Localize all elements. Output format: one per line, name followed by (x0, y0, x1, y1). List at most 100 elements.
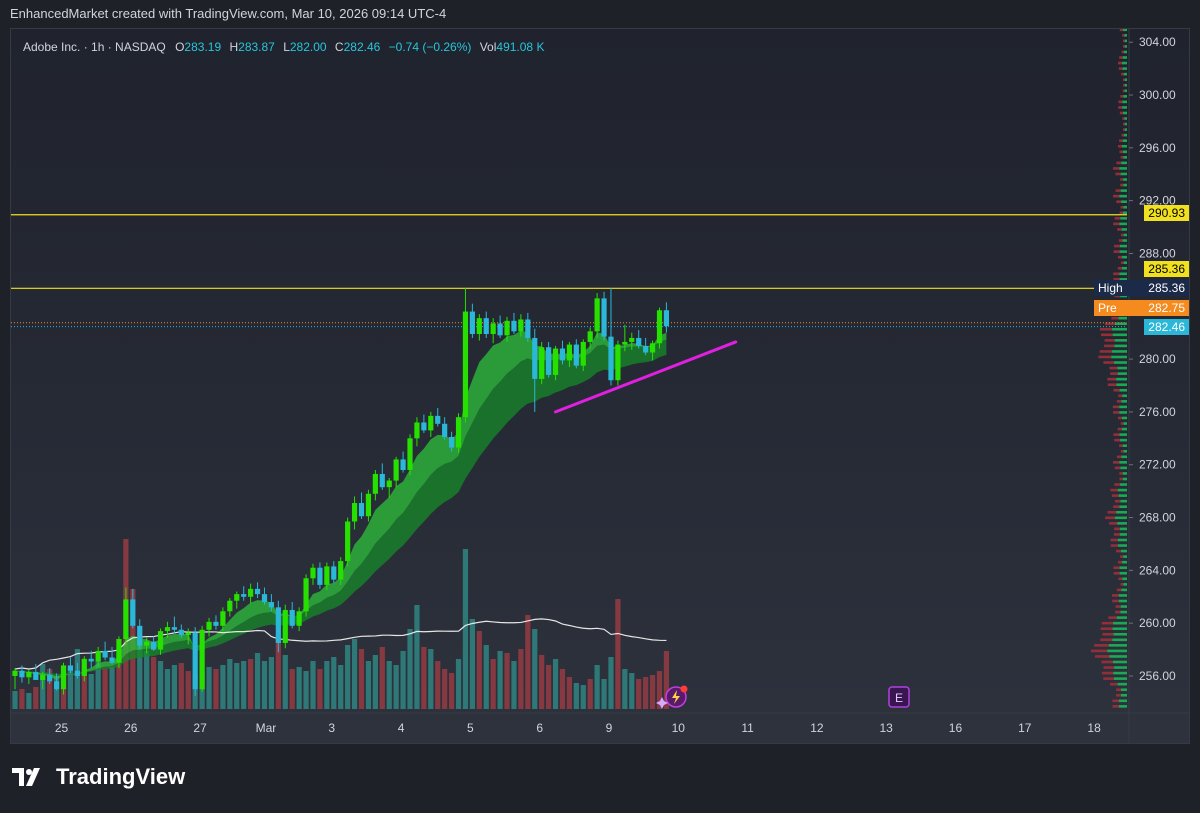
volume-profile-sell (1119, 477, 1123, 481)
volume-bar (324, 661, 330, 709)
candle-body (393, 459, 399, 481)
candle-body (338, 561, 344, 580)
volume-profile-sell (1109, 366, 1118, 370)
volume-profile-buy (1119, 222, 1127, 226)
volume-bar (622, 669, 628, 709)
price-chart[interactable]: 304.00300.00296.00292.00288.00284.00280.… (11, 29, 1190, 744)
tradingview-logo: TradingView (12, 764, 185, 790)
volume-bar (248, 659, 254, 709)
volume-profile-sell (1118, 106, 1123, 109)
volume-profile-buy (1111, 355, 1127, 359)
volume-profile-sell (1110, 682, 1118, 686)
volume-profile-sell (1112, 705, 1120, 708)
volume-bar (483, 645, 489, 709)
volume-bar (88, 674, 94, 709)
volume-profile-sell (1117, 427, 1122, 431)
volume-bar (629, 673, 635, 709)
volume-bar (74, 649, 80, 709)
volume-profile-sell (1112, 405, 1120, 409)
time-tick-label: 26 (124, 721, 138, 735)
volume-profile-buy (1120, 499, 1127, 503)
volume-profile-buy (1123, 583, 1127, 586)
volume-profile-sell (1109, 522, 1118, 525)
volume-profile-sell (1120, 95, 1124, 98)
candle-body (490, 323, 496, 335)
level-285-tag: 285.36 (1144, 261, 1189, 277)
volume-bar (345, 645, 351, 709)
volume-profile-buy (1117, 372, 1127, 375)
volume-profile-buy (1112, 627, 1127, 631)
candle-body (234, 594, 240, 601)
volume-profile-buy (1122, 61, 1127, 65)
candle-body (26, 672, 32, 678)
volume-profile-sell (1118, 67, 1123, 70)
candle-body (130, 599, 136, 626)
volume-bar (365, 661, 372, 709)
candle-body (372, 473, 378, 494)
open-label: O (175, 40, 185, 54)
pre-tag-value: 282.75 (1148, 301, 1185, 315)
tradingview-logo-icon (12, 768, 40, 786)
volume-profile-sell (1110, 538, 1118, 542)
volume-bar (462, 549, 469, 709)
volume-profile-sell (1094, 644, 1109, 647)
volume-profile-sell (1120, 583, 1124, 586)
candle-body (656, 310, 663, 344)
volume-profile-buy (1122, 255, 1127, 259)
volume-profile-buy (1108, 644, 1127, 647)
volume-profile-buy (1123, 95, 1127, 98)
candle-body (663, 310, 670, 327)
price-tick-label: 264.00 (1139, 563, 1176, 577)
candle-body (539, 347, 545, 379)
chart-frame[interactable]: 304.00300.00296.00292.00288.00284.00280.… (10, 28, 1190, 744)
candle-body (137, 625, 143, 646)
volume-profile-sell (1103, 677, 1114, 680)
candle-body (178, 629, 184, 636)
candle-body (455, 417, 462, 448)
volume-profile-sell (1110, 488, 1118, 492)
volume-profile-buy (1119, 527, 1127, 531)
volume-profile-buy (1123, 422, 1127, 425)
price-tick-label: 300.00 (1139, 88, 1176, 102)
volume-profile-sell (1123, 78, 1125, 82)
volume-profile-sell (1116, 400, 1122, 403)
volume-bar (289, 669, 295, 709)
volume-bar (643, 677, 649, 709)
volume-bar (19, 689, 25, 709)
volume-profile-sell (1121, 72, 1124, 76)
volume-profile-buy (1114, 361, 1127, 364)
volume-profile-buy (1113, 632, 1127, 636)
time-tick-label: 27 (193, 721, 207, 735)
candle-body (615, 344, 621, 381)
level-290-tag: 290.93 (1144, 205, 1189, 221)
volume-bar (435, 661, 441, 709)
volume-profile-sell (1107, 383, 1117, 387)
time-tick-label: 16 (949, 721, 963, 735)
volume-profile-buy (1119, 433, 1127, 436)
candle-body (497, 323, 503, 336)
volume-profile-buy (1118, 316, 1127, 320)
volume-profile-buy (1112, 638, 1127, 642)
volume-bar (206, 667, 212, 709)
volume-profile-sell (1119, 444, 1123, 448)
candle-body (587, 331, 593, 342)
volume-profile-buy (1122, 139, 1127, 143)
volume-bar (546, 665, 552, 709)
volume-profile-buy (1122, 560, 1127, 564)
candle-body (532, 337, 538, 379)
volume-profile-buy (1122, 150, 1127, 154)
price-tick-label: 296.00 (1139, 141, 1176, 155)
volume-profile-buy (1119, 411, 1127, 414)
candle-body (566, 344, 572, 361)
candle-body (151, 641, 157, 650)
volume-sma-line (14, 618, 667, 670)
volume-profile-sell (1113, 571, 1120, 575)
volume-profile-buy (1112, 333, 1127, 337)
candle-body (559, 348, 566, 361)
volume-bar (109, 667, 115, 709)
candle-body (123, 599, 129, 640)
volume-profile-buy (1123, 72, 1127, 76)
volume-bar (386, 661, 392, 709)
low-label: L (283, 40, 290, 54)
candle-body (227, 600, 233, 612)
